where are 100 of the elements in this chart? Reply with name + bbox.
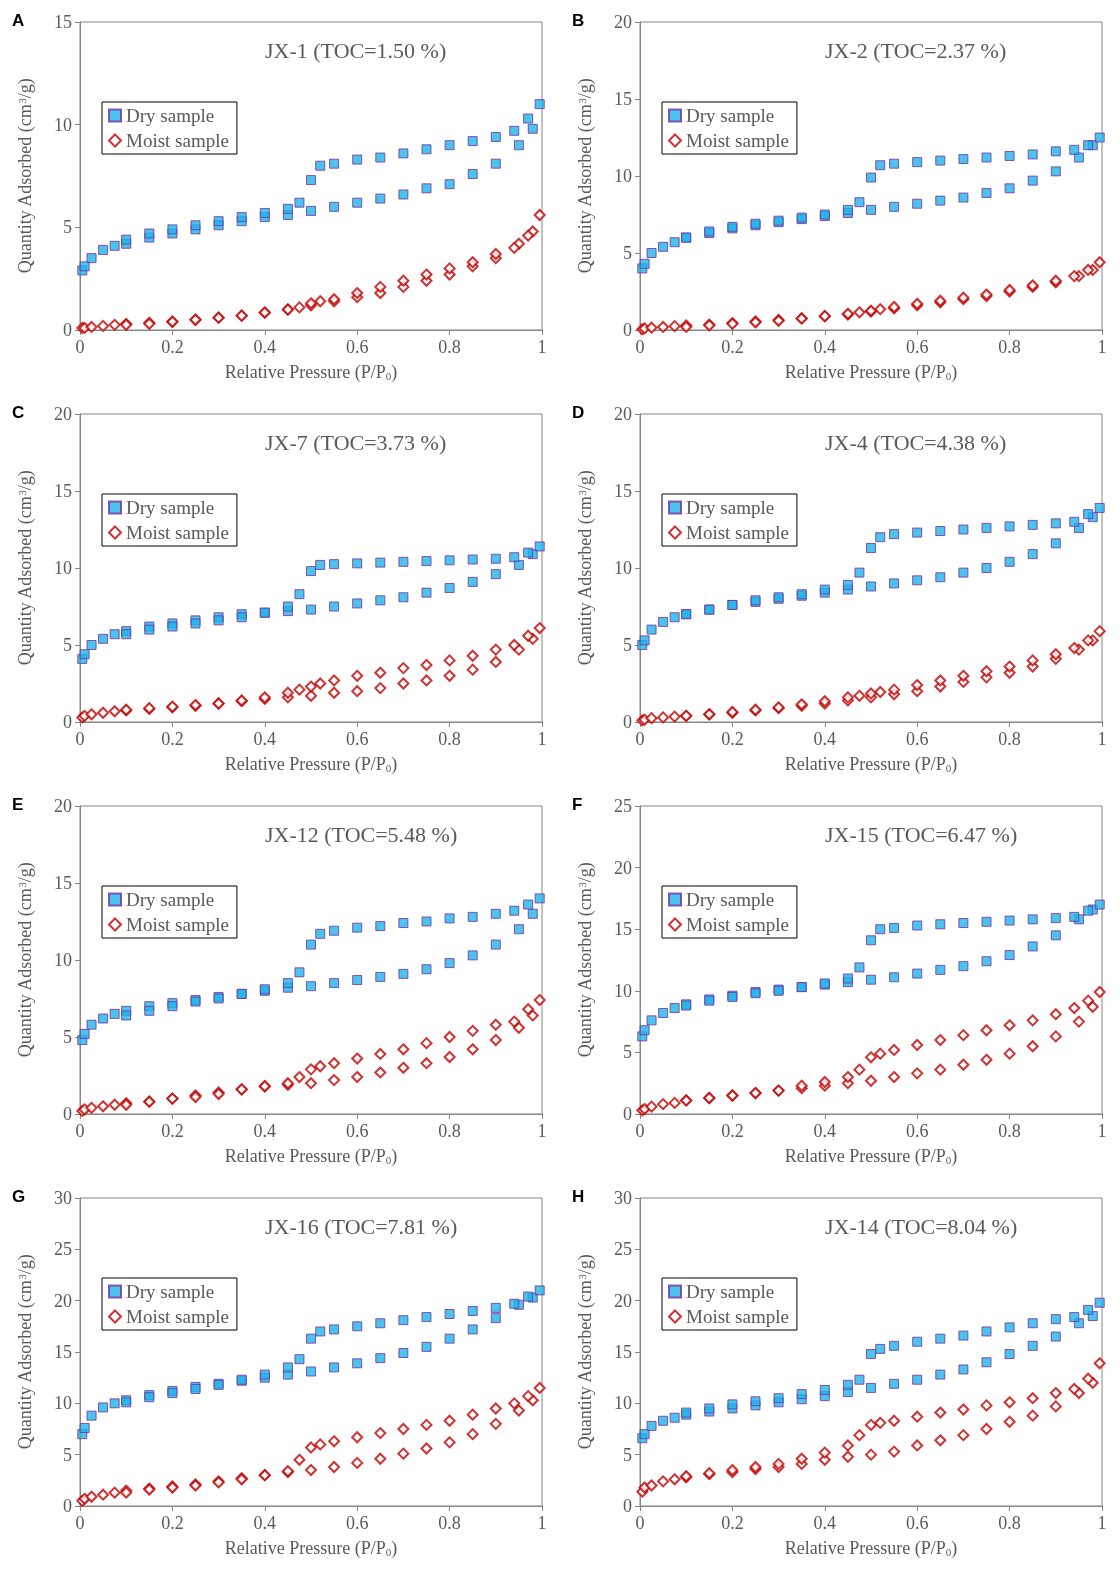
y-tick-label: 5	[623, 1444, 632, 1465]
x-tick-label: 0.8	[998, 337, 1021, 357]
y-tick-label: 20	[54, 1290, 72, 1311]
y-tick-label: 0	[63, 320, 72, 340]
text: JX-14 (TOC=8.04 %)	[825, 1213, 1018, 1239]
x-tick-label: 0.4	[813, 1513, 837, 1533]
y-tick-label: 0	[623, 1496, 632, 1516]
legend-label: Moist sample	[126, 1306, 229, 1327]
y-tick-label: 20	[614, 857, 632, 878]
text: JX-7 (TOC=3.73 %)	[265, 429, 447, 455]
x-tick-label: 1	[537, 1513, 547, 1533]
text: JX-2 (TOC=2.37 %)	[825, 37, 1007, 63]
legend-label: Dry sample	[686, 105, 775, 126]
y-tick-label: 10	[614, 1393, 632, 1414]
x-tick-label: 0.4	[253, 1121, 277, 1141]
x-axis-title: Relative Pressure (P/P0)	[224, 361, 398, 383]
y-axis-title: Quantity Adsorbed (cm3/g)	[575, 470, 596, 666]
text: E	[12, 795, 24, 814]
y-tick-label: 5	[63, 217, 72, 238]
x-tick-label: 0.2	[161, 1121, 184, 1141]
text: JX-16 (TOC=7.81 %)	[265, 1213, 458, 1239]
y-tick-label: 25	[614, 796, 632, 816]
x-axis-title: Relative Pressure (P/P0)	[784, 1537, 958, 1559]
legend-label: Moist sample	[126, 914, 229, 935]
legend-label: Moist sample	[686, 914, 789, 935]
legend-label: Dry sample	[126, 497, 215, 518]
x-tick-label: 1	[1097, 729, 1107, 749]
x-tick-label: 0.2	[721, 337, 744, 357]
x-axis-title: Relative Pressure (P/P0)	[784, 753, 958, 775]
legend-label: Moist sample	[126, 522, 229, 543]
x-tick-label: 1	[1097, 1513, 1107, 1533]
text: G	[12, 1187, 26, 1206]
text: B	[572, 11, 585, 30]
y-tick-label: 15	[614, 481, 632, 501]
legend-label: Dry sample	[126, 1281, 215, 1302]
text: JX-1 (TOC=1.50 %)	[265, 37, 447, 63]
x-tick-label: 0.6	[345, 729, 369, 749]
text: D	[572, 403, 585, 422]
y-tick-label: 10	[614, 980, 632, 1001]
y-tick-label: 30	[614, 1188, 632, 1208]
x-tick-label: 0.2	[161, 337, 184, 357]
y-tick-label: 5	[623, 243, 632, 263]
x-tick-label: 0.4	[253, 337, 277, 357]
legend-label: Dry sample	[686, 1281, 775, 1302]
text: JX-4 (TOC=4.38 %)	[825, 429, 1007, 455]
y-tick-label: 20	[614, 404, 632, 424]
y-tick-label: 0	[63, 712, 72, 732]
y-axis-title: Quantity Adsorbed (cm3/g)	[575, 862, 596, 1058]
legend-label: Moist sample	[686, 130, 789, 151]
text: A	[12, 11, 25, 30]
y-tick-label: 10	[614, 166, 632, 186]
y-tick-label: 10	[54, 114, 72, 135]
x-axis-title: Relative Pressure (P/P0)	[224, 753, 398, 775]
y-tick-label: 5	[623, 635, 632, 655]
y-tick-label: 10	[54, 1393, 72, 1414]
x-tick-label: 1	[1097, 337, 1107, 357]
y-tick-label: 20	[54, 404, 72, 424]
x-tick-label: 0.4	[813, 729, 837, 749]
x-tick-label: 1	[537, 729, 547, 749]
y-tick-label: 25	[614, 1239, 632, 1260]
x-tick-label: 0.8	[438, 337, 461, 357]
x-tick-label: 0.2	[721, 1513, 744, 1533]
x-tick-label: 0.8	[438, 1513, 461, 1533]
x-tick-label: 0.6	[905, 337, 929, 357]
x-tick-label: 0.4	[253, 729, 277, 749]
y-tick-label: 5	[63, 635, 72, 655]
x-tick-label: 0.8	[998, 1121, 1021, 1141]
x-tick-label: 0.6	[905, 1121, 929, 1141]
legend-label: Moist sample	[686, 522, 789, 543]
text: C	[12, 403, 25, 422]
x-tick-label: 0.2	[161, 1513, 184, 1533]
y-axis-title: Quantity Adsorbed (cm3/g)	[575, 78, 596, 274]
y-axis-title: Quantity Adsorbed (cm3/g)	[575, 1254, 596, 1450]
y-tick-label: 0	[623, 712, 632, 732]
x-tick-label: 0.6	[905, 1513, 929, 1533]
y-tick-label: 15	[614, 1342, 632, 1362]
y-tick-label: 0	[623, 320, 632, 340]
text: JX-12 (TOC=5.48 %)	[265, 821, 458, 847]
x-axis-title: Relative Pressure (P/P0)	[784, 361, 958, 383]
y-tick-label: 20	[614, 1290, 632, 1311]
legend-label: Dry sample	[126, 105, 215, 126]
x-tick-label: 0.8	[438, 1121, 461, 1141]
y-axis-title: Quantity Adsorbed (cm3/g)	[15, 1254, 36, 1450]
x-tick-label: 0.2	[721, 729, 744, 749]
x-tick-label: 0.6	[345, 1513, 369, 1533]
y-tick-label: 15	[614, 919, 632, 940]
text: H	[572, 1187, 585, 1206]
x-tick-label: 1	[537, 337, 547, 357]
y-tick-label: 20	[614, 12, 632, 32]
x-axis-title: Relative Pressure (P/P0)	[224, 1537, 398, 1559]
x-tick-label: 1	[1097, 1121, 1107, 1141]
x-tick-label: 1	[537, 1121, 547, 1141]
y-tick-label: 15	[54, 481, 72, 501]
y-tick-label: 15	[54, 1342, 72, 1362]
y-axis-title: Quantity Adsorbed (cm3/g)	[15, 78, 36, 274]
y-tick-label: 25	[54, 1239, 72, 1260]
y-axis-title: Quantity Adsorbed (cm3/g)	[15, 470, 36, 666]
x-tick-label: 0.6	[905, 729, 929, 749]
y-tick-label: 5	[623, 1042, 632, 1063]
y-tick-label: 15	[614, 89, 632, 109]
